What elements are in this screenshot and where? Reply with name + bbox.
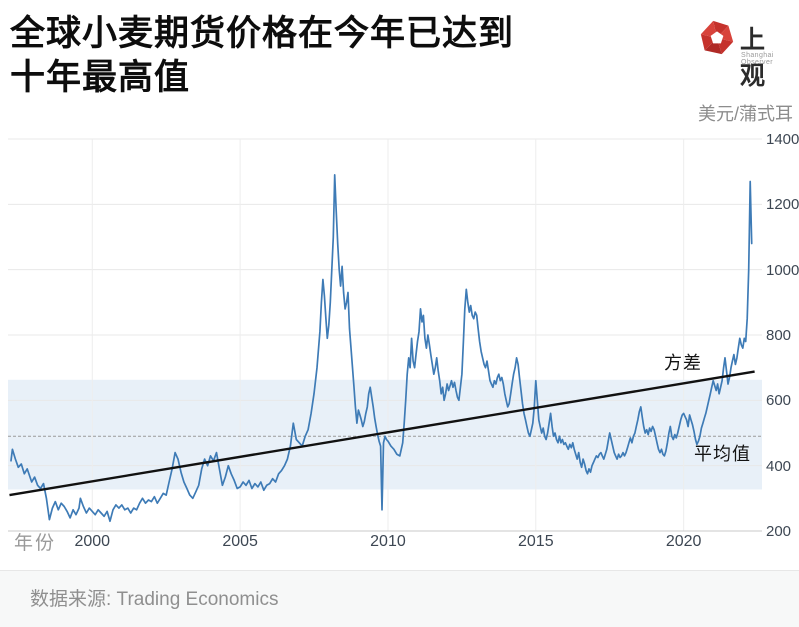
y-tick-label: 400	[766, 457, 792, 475]
y-tick-label: 1200	[766, 196, 799, 214]
footer: 数据来源: Trading Economics	[0, 570, 799, 627]
page-title-line2: 十年最高值	[10, 58, 191, 97]
source-note: 数据来源: Trading Economics	[30, 589, 279, 610]
page-title: 全球小麦期货价格在今年已达到 十年最高值	[10, 12, 570, 100]
x-tick-label: 2000	[74, 533, 111, 550]
y-tick-label: 1000	[766, 261, 799, 279]
x-tick-label: 2015	[518, 533, 554, 550]
y-tick-label: 600	[766, 392, 792, 410]
logo-subtitle: Shanghai Observer	[741, 52, 774, 66]
shanghai-observer-logo: 上观 Shanghai Observer	[698, 16, 794, 90]
x-tick-label: 2005	[222, 533, 258, 550]
price-series-line	[10, 174, 753, 523]
trend-line	[9, 370, 755, 497]
y-tick-label: 1400	[766, 131, 799, 148]
pinwheel-logo-icon	[700, 20, 734, 55]
page-title-line1: 全球小麦期货价格在今年已达到	[10, 14, 515, 53]
x-axis-title: 年份	[14, 533, 57, 554]
variance-annotation: 方差	[664, 353, 702, 373]
mean-annotation: 平均值	[694, 444, 751, 464]
y-tick-label: 200	[766, 523, 792, 540]
logo-wordmark: 上观	[740, 27, 770, 90]
x-tick-label: 2010	[370, 533, 406, 550]
y-tick-label: 800	[766, 327, 792, 344]
variance-band	[8, 379, 762, 490]
y-axis-unit-label: 美元/蒲式耳	[697, 104, 793, 124]
x-tick-label: 2020	[665, 533, 702, 550]
